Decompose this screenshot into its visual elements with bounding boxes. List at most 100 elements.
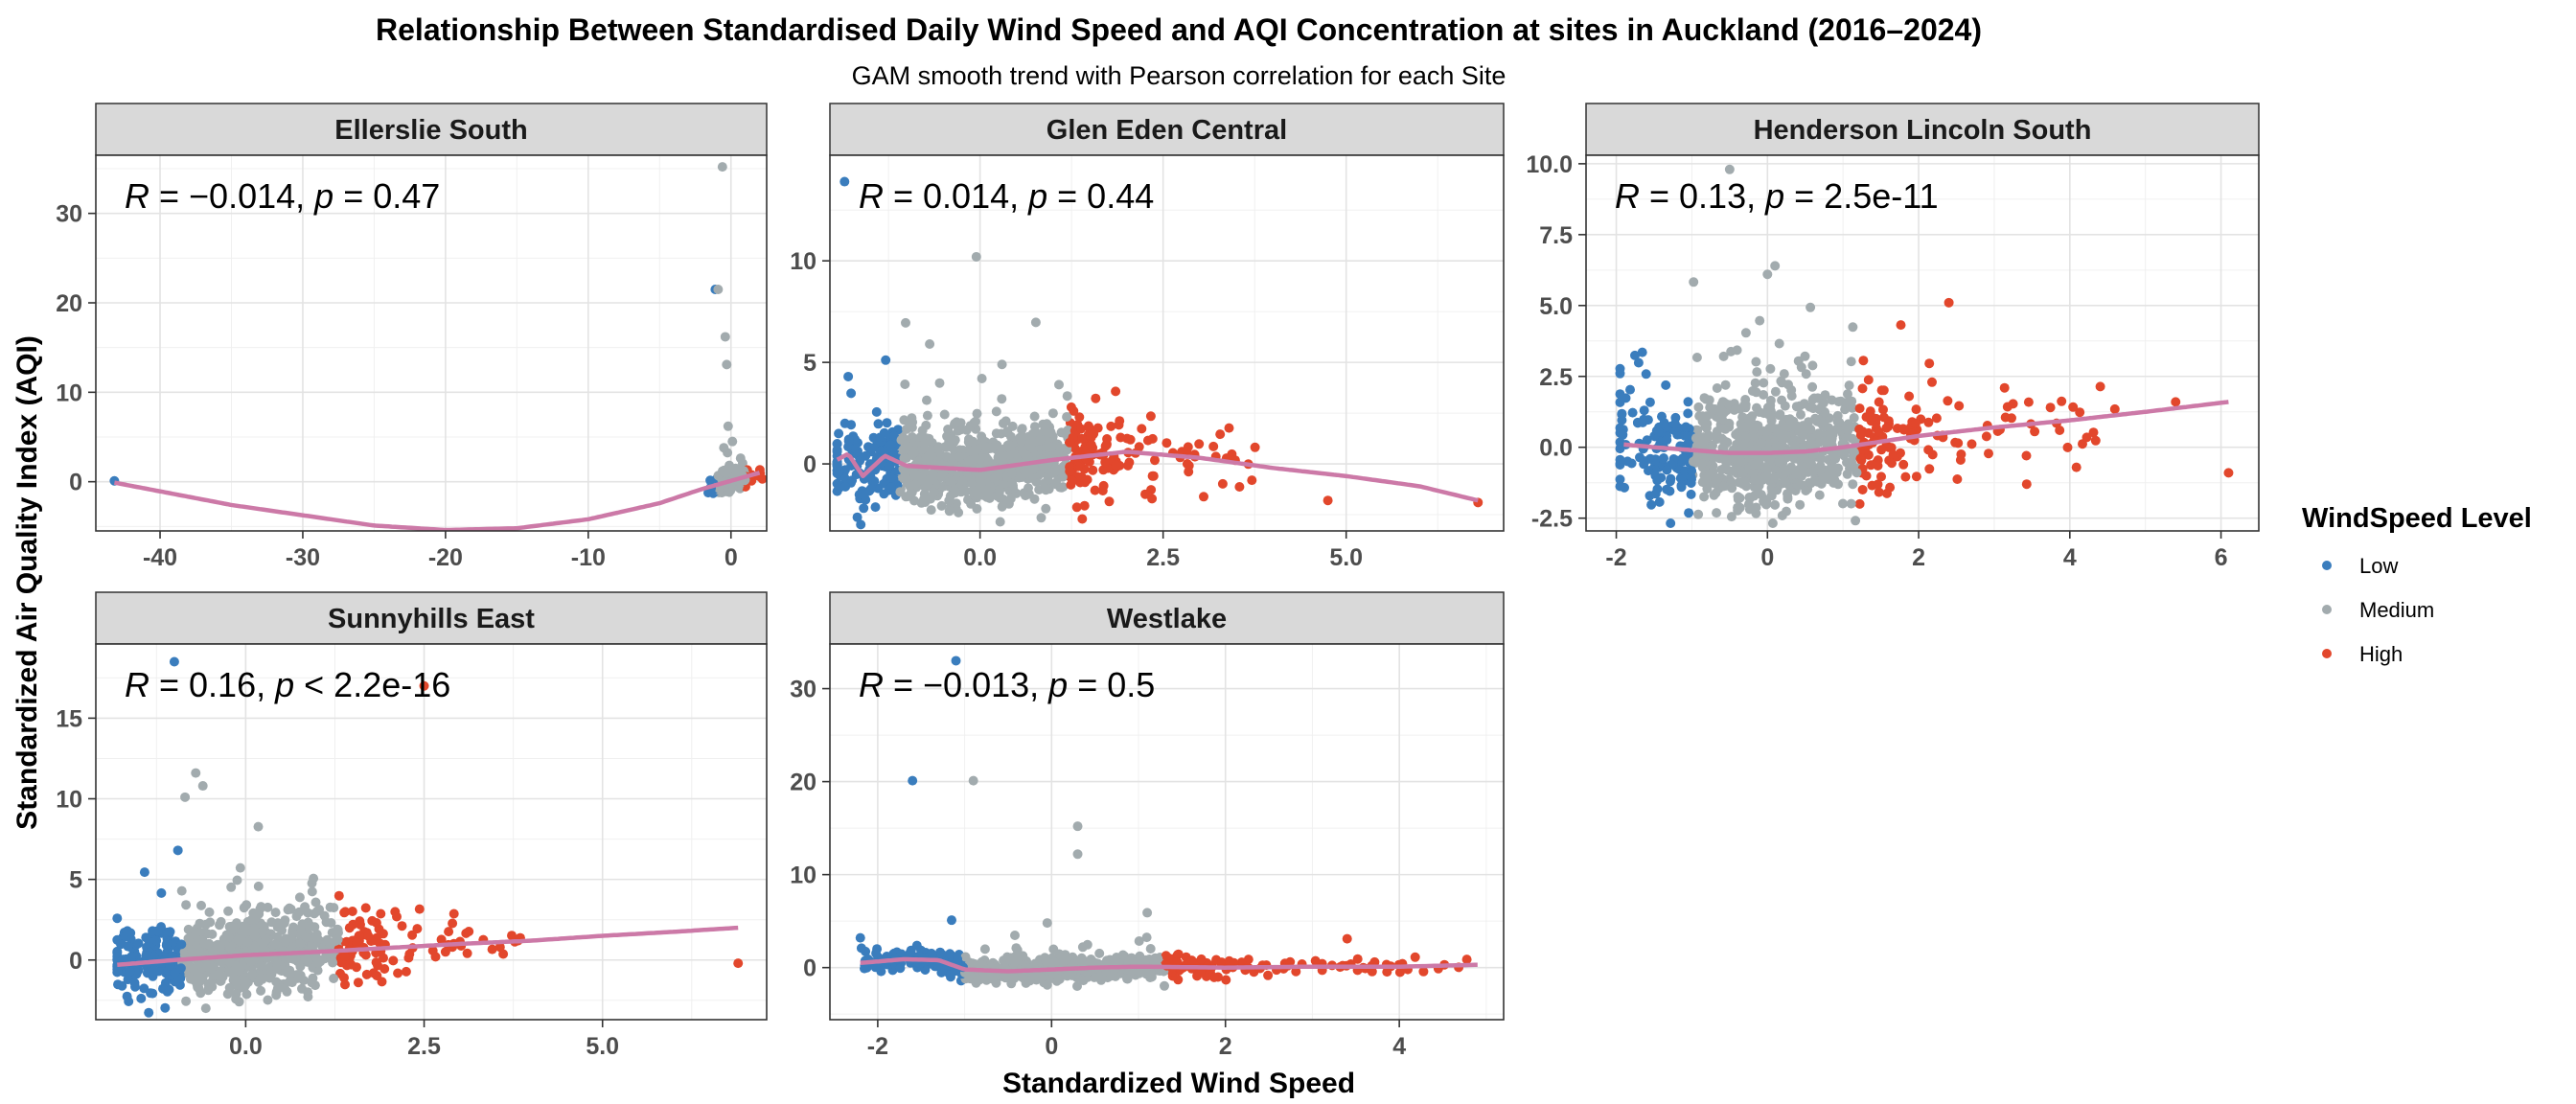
data-point: [720, 332, 730, 342]
x-tick-label: -30: [286, 544, 320, 571]
data-point: [1078, 976, 1089, 986]
data-point: [909, 469, 920, 479]
data-point: [1924, 358, 1935, 369]
data-point: [196, 988, 206, 999]
data-point: [176, 939, 187, 950]
data-point: [340, 907, 351, 917]
y-tick-label: 0: [803, 451, 816, 478]
data-point: [1820, 390, 1830, 401]
data-point: [992, 471, 1002, 481]
data-point: [1687, 466, 1697, 476]
x-tick-label: 6: [2215, 544, 2228, 571]
data-point: [1800, 351, 1810, 361]
data-point: [859, 503, 869, 514]
data-point: [312, 932, 323, 943]
data-point: [1141, 932, 1152, 943]
y-axis: 0 10 20 30: [56, 201, 96, 496]
data-point: [1122, 974, 1132, 984]
data-point: [280, 983, 290, 994]
data-point: [1952, 474, 1963, 484]
data-point: [231, 977, 242, 987]
data-point: [921, 420, 932, 430]
data-point: [1644, 397, 1655, 407]
data-point: [1846, 356, 1856, 367]
data-point: [1065, 466, 1075, 476]
facet-strip: [95, 591, 768, 645]
data-point: [1749, 491, 1760, 501]
data-point: [1797, 428, 1807, 439]
data-point: [1007, 478, 1018, 489]
data-point: [1849, 413, 1859, 423]
data-point: [440, 947, 450, 957]
data-point: [980, 442, 991, 452]
data-point: [333, 934, 343, 945]
data-point: [1072, 821, 1083, 832]
data-point: [1777, 378, 1787, 388]
data-point: [1224, 423, 1234, 433]
data-point: [908, 775, 918, 786]
data-point: [1036, 513, 1046, 523]
data-point: [1955, 455, 1966, 465]
data-point: [241, 980, 251, 991]
data-point: [136, 993, 147, 1003]
y-axis: 0 10 20 30: [790, 677, 830, 982]
panel-sunnyhills-east: Sunnyhills East 0.0 2.5 5.0 0 5 10 15 R = 0.16, …: [56, 591, 768, 1060]
data-point: [1686, 489, 1696, 499]
data-point: [1750, 459, 1760, 470]
data-point: [283, 905, 293, 915]
data-point: [1669, 419, 1680, 429]
x-axis: -40 -30 -20 -10 0: [143, 531, 738, 571]
data-point: [922, 410, 932, 421]
data-point: [934, 378, 945, 388]
data-point: [1735, 403, 1745, 414]
data-point: [116, 939, 126, 950]
data-point: [295, 939, 306, 949]
data-point: [977, 431, 987, 442]
data-point: [933, 442, 944, 452]
data-point: [1816, 402, 1827, 412]
y-tick-label: 5: [803, 350, 816, 377]
data-point: [271, 963, 282, 974]
data-point: [1732, 345, 1742, 356]
data-point: [194, 978, 204, 989]
data-point: [1699, 492, 1710, 502]
data-point: [896, 435, 907, 446]
data-point: [840, 176, 850, 187]
data-point: [1981, 431, 1991, 442]
data-point: [1750, 378, 1760, 388]
data-point: [1807, 381, 1818, 392]
data-point: [1100, 441, 1111, 451]
data-point: [1114, 420, 1124, 430]
data-point: [1111, 460, 1121, 471]
data-point: [1017, 424, 1027, 434]
data-point: [285, 969, 295, 979]
data-point: [971, 251, 981, 262]
data-point: [1418, 966, 1429, 977]
data-point: [961, 425, 972, 435]
data-point: [2095, 381, 2105, 392]
data-point: [926, 505, 936, 516]
data-point: [196, 900, 206, 910]
data-point: [1720, 424, 1731, 434]
data-point: [242, 937, 253, 948]
data-point: [895, 487, 906, 497]
data-point: [1855, 453, 1866, 464]
data-point: [1652, 475, 1663, 486]
legend-label-low: Low: [2359, 554, 2398, 578]
data-point: [334, 890, 344, 901]
data-point: [905, 481, 915, 492]
data-point: [1852, 468, 1862, 478]
data-point: [1199, 492, 1208, 502]
data-point: [1072, 981, 1082, 991]
facet-strip: [829, 591, 1505, 645]
data-point: [1765, 363, 1776, 374]
data-point: [860, 963, 869, 974]
data-point: [176, 886, 187, 896]
data-point: [2008, 399, 2018, 409]
data-point: [1874, 426, 1884, 437]
data-point: [1662, 465, 1672, 475]
y-tick-label: 0.0: [1539, 435, 1573, 462]
x-tick-label: -40: [143, 544, 177, 571]
data-point: [1715, 404, 1726, 415]
data-point: [1054, 949, 1065, 959]
